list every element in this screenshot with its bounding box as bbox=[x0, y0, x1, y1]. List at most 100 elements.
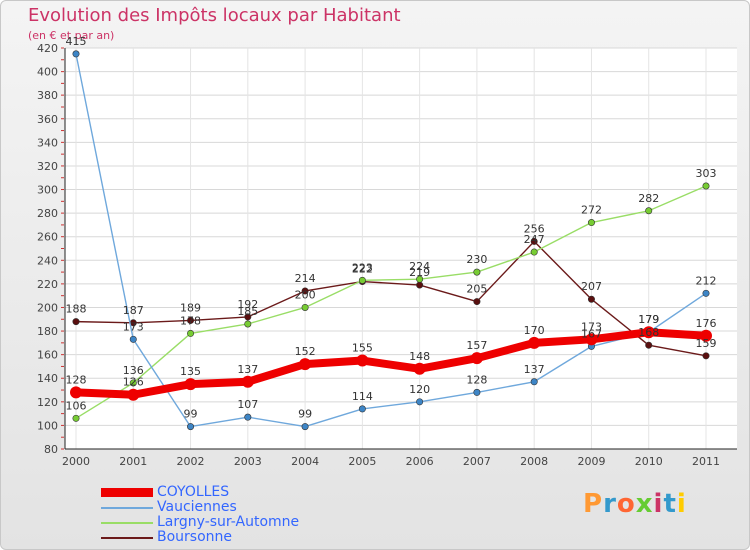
data-label-largny-sur-automne: 185 bbox=[237, 305, 258, 318]
x-tick-label: 2000 bbox=[62, 455, 90, 468]
legend: COYOLLES Vauciennes Largny-sur-Automne Bour… bbox=[101, 485, 299, 545]
data-label-largny-sur-automne: 178 bbox=[180, 314, 201, 327]
x-tick-label: 2009 bbox=[577, 455, 605, 468]
data-point-boursonne bbox=[702, 352, 710, 360]
data-label-vauciennes: 179 bbox=[638, 313, 659, 326]
y-tick-label: 260 bbox=[37, 231, 58, 244]
y-tick-label: 380 bbox=[37, 89, 58, 102]
series-line-boursonne bbox=[75, 240, 707, 357]
y-tick-label: 100 bbox=[37, 419, 58, 432]
data-label-coyolles: 173 bbox=[581, 320, 602, 333]
x-tick-label: 2002 bbox=[177, 455, 205, 468]
data-point-coyolles bbox=[70, 386, 82, 399]
data-point-coyolles bbox=[356, 354, 369, 367]
y-tick-label: 280 bbox=[37, 207, 58, 220]
x-tick-label: 2006 bbox=[406, 455, 434, 468]
legend-item: Vauciennes bbox=[101, 500, 299, 515]
chart-subtitle: (en € et par an) bbox=[28, 29, 115, 42]
y-tick-label: 160 bbox=[37, 349, 58, 362]
data-point-coyolles bbox=[299, 358, 312, 371]
data-label-vauciennes: 212 bbox=[696, 274, 717, 287]
data-label-largny-sur-automne: 224 bbox=[409, 260, 430, 273]
data-point-largny-sur-automne bbox=[530, 248, 538, 256]
y-tick-label: 400 bbox=[37, 66, 58, 79]
x-tick-label: 2010 bbox=[635, 455, 663, 468]
data-point-largny-sur-automne bbox=[72, 414, 80, 422]
data-point-coyolles bbox=[184, 378, 197, 391]
data-label-vauciennes: 137 bbox=[524, 363, 545, 376]
legend-swatch bbox=[101, 536, 153, 539]
plot-area bbox=[65, 48, 737, 449]
data-label-boursonne: 159 bbox=[696, 337, 717, 350]
data-label-coyolles: 176 bbox=[696, 317, 717, 330]
data-point-largny-sur-automne bbox=[587, 219, 595, 227]
data-label-vauciennes: 99 bbox=[298, 408, 312, 421]
data-point-boursonne bbox=[244, 313, 252, 321]
data-label-boursonne: 188 bbox=[66, 303, 87, 316]
y-tick-label: 180 bbox=[37, 325, 58, 338]
data-label-coyolles: 155 bbox=[352, 342, 373, 355]
data-point-vauciennes bbox=[244, 413, 252, 421]
data-point-largny-sur-automne bbox=[416, 275, 424, 283]
y-tick-label: 220 bbox=[37, 278, 58, 291]
proxiti-logo: Proxiti bbox=[583, 489, 687, 519]
x-tick-label: 2004 bbox=[291, 455, 319, 468]
data-point-boursonne bbox=[72, 318, 80, 326]
data-point-boursonne bbox=[187, 316, 195, 324]
legend-item: COYOLLES bbox=[101, 485, 299, 500]
y-tick-label: 120 bbox=[37, 396, 58, 409]
data-label-vauciennes: 128 bbox=[466, 373, 487, 386]
data-label-coyolles: 170 bbox=[524, 324, 545, 337]
series-line-vauciennes bbox=[75, 53, 707, 428]
data-label-boursonne: 222 bbox=[352, 263, 373, 276]
data-label-vauciennes: 120 bbox=[409, 383, 430, 396]
data-point-largny-sur-automne bbox=[473, 268, 481, 276]
y-tick-label: 240 bbox=[37, 254, 58, 267]
y-tick-label: 140 bbox=[37, 372, 58, 385]
legend-swatch bbox=[101, 488, 153, 497]
y-tick-label: 420 bbox=[37, 42, 58, 55]
data-label-largny-sur-automne: 282 bbox=[638, 192, 659, 205]
data-label-vauciennes: 167 bbox=[581, 327, 602, 340]
legend-item: Boursonne bbox=[101, 530, 299, 545]
data-point-vauciennes bbox=[187, 423, 195, 431]
data-label-boursonne: 205 bbox=[466, 283, 487, 296]
data-label-coyolles: 179 bbox=[638, 313, 659, 326]
data-label-largny-sur-automne: 272 bbox=[581, 204, 602, 217]
y-tick-label: 320 bbox=[37, 160, 58, 173]
data-point-coyolles bbox=[528, 336, 541, 349]
data-label-largny-sur-automne: 223 bbox=[352, 261, 373, 274]
data-label-coyolles: 137 bbox=[237, 363, 258, 376]
data-label-coyolles: 135 bbox=[180, 365, 201, 378]
data-point-boursonne bbox=[645, 341, 653, 349]
data-point-largny-sur-automne bbox=[301, 303, 309, 311]
data-point-vauciennes bbox=[72, 50, 80, 58]
y-tick-label: 200 bbox=[37, 301, 58, 314]
series-line-coyolles bbox=[72, 328, 710, 399]
legend-label: Largny-sur-Automne bbox=[157, 514, 300, 530]
data-point-coyolles bbox=[241, 375, 254, 388]
data-label-boursonne: 192 bbox=[237, 298, 258, 311]
data-point-vauciennes bbox=[129, 335, 137, 343]
data-label-largny-sur-automne: 136 bbox=[123, 364, 144, 377]
data-label-largny-sur-automne: 303 bbox=[696, 167, 717, 180]
data-point-boursonne bbox=[530, 237, 538, 245]
data-label-vauciennes: 173 bbox=[123, 320, 144, 333]
data-point-coyolles bbox=[413, 362, 426, 375]
data-label-boursonne: 168 bbox=[638, 326, 659, 339]
data-point-vauciennes bbox=[416, 398, 424, 406]
data-point-boursonne bbox=[587, 295, 595, 303]
data-point-vauciennes bbox=[702, 289, 710, 297]
data-label-coyolles: 148 bbox=[409, 350, 430, 363]
data-point-vauciennes bbox=[301, 423, 309, 431]
data-point-largny-sur-automne bbox=[187, 329, 195, 337]
data-label-largny-sur-automne: 230 bbox=[466, 253, 487, 266]
legend-item: Largny-sur-Automne bbox=[101, 515, 299, 530]
data-point-coyolles bbox=[585, 333, 598, 346]
data-label-largny-sur-automne: 247 bbox=[524, 233, 545, 246]
data-label-boursonne: 207 bbox=[581, 280, 602, 293]
data-point-coyolles bbox=[470, 352, 483, 365]
x-tick-label: 2001 bbox=[119, 455, 147, 468]
y-tick-label: 360 bbox=[37, 113, 58, 126]
